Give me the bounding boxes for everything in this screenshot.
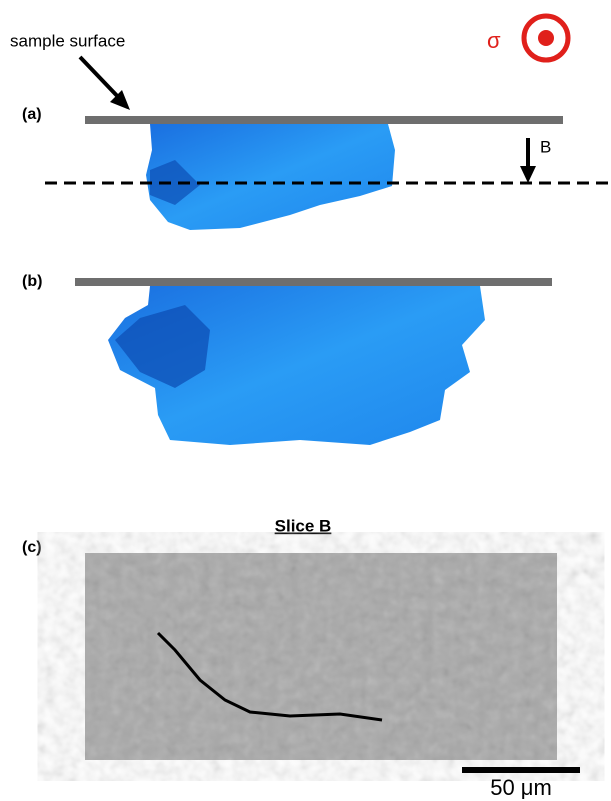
- stress-dot: [538, 30, 554, 46]
- stress-symbol: σ: [487, 28, 501, 53]
- micrograph-texture: [85, 553, 557, 760]
- shading: [150, 160, 200, 205]
- arrow-head: [110, 90, 130, 110]
- shading: [115, 305, 210, 388]
- crack: [156, 631, 383, 722]
- scale-label: 50 μm: [490, 775, 552, 800]
- arrow-head: [520, 166, 536, 183]
- surface-label: sample surface: [10, 31, 125, 50]
- stress-circle: [521, 13, 571, 63]
- panel-label: (c): [22, 539, 42, 556]
- crack-surface: [146, 124, 395, 230]
- panel-label: (b): [22, 273, 42, 290]
- panel-label: (a): [22, 106, 42, 123]
- slice-marker: B: [540, 137, 551, 156]
- panel-title: Slice B: [275, 516, 332, 535]
- arrow: [78, 55, 124, 103]
